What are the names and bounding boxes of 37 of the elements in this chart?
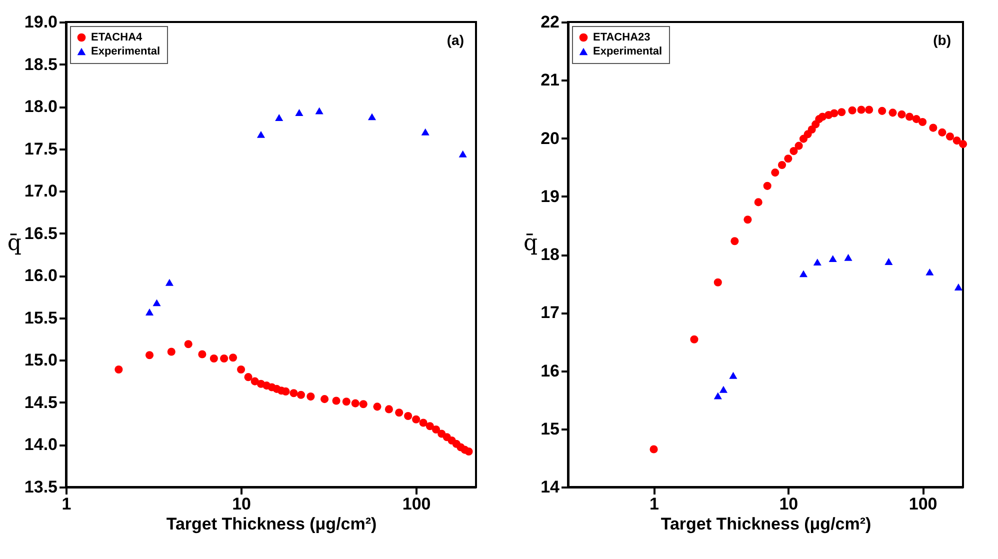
- y-tick-label: 19.0: [24, 12, 58, 32]
- y-tick-label: 14: [540, 478, 560, 496]
- y-tick-label: 15.5: [24, 308, 58, 328]
- x-tick-label: 100: [908, 494, 938, 514]
- y-tick-label: 14.0: [24, 435, 58, 454]
- legend-label: Experimental: [593, 46, 662, 58]
- y-tick-label: 16.5: [24, 224, 58, 243]
- x-tick-label: 100: [402, 494, 431, 514]
- y-tick-label: 18.0: [24, 97, 58, 116]
- y-axis-title: q̄: [524, 231, 538, 256]
- y-tick-label: 13.5: [24, 478, 58, 496]
- y-tick-label: 15: [540, 419, 560, 438]
- y-tick-label: 18.5: [24, 54, 58, 74]
- y-tick-label: 15.0: [24, 350, 58, 370]
- annotation: (b): [933, 32, 951, 48]
- legend-label: ETACHA4: [91, 32, 144, 44]
- x-tick-label: 1: [650, 494, 660, 514]
- y-tick-label: 14.5: [24, 392, 58, 412]
- y-tick-label: 17.0: [24, 182, 58, 201]
- x-tick-label: 10: [232, 494, 251, 514]
- x-tick-label: 10: [779, 494, 798, 514]
- y-axis-title: q̄: [7, 231, 22, 256]
- y-tick-label: 18: [540, 245, 560, 264]
- y-tick-label: 22: [540, 12, 560, 32]
- y-tick-label: 16: [540, 361, 560, 380]
- y-tick-label: 21: [540, 70, 560, 90]
- legend-label: ETACHA23: [593, 32, 650, 44]
- y-tick-label: 16.0: [24, 266, 58, 286]
- x-tick-label: 1: [62, 494, 72, 514]
- y-tick-label: 17: [540, 303, 560, 322]
- y-tick-label: 20: [540, 128, 560, 148]
- annotation: (a): [446, 32, 464, 48]
- x-axis-title: Target Thickness (μg/cm²): [166, 514, 377, 534]
- y-tick-label: 17.5: [24, 139, 58, 158]
- x-axis-title: Target Thickness (μg/cm²): [660, 514, 872, 534]
- y-tick-label: 19: [540, 186, 560, 206]
- legend-label: Experimental: [91, 46, 160, 58]
